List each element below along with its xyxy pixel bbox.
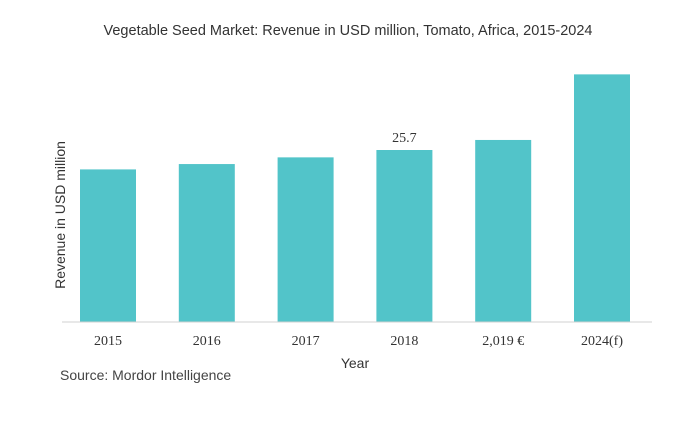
source-note: Source: Mordor Intelligence bbox=[60, 367, 231, 383]
x-tick-label: 2015 bbox=[94, 334, 122, 349]
bar-3 bbox=[376, 150, 433, 322]
bar-2 bbox=[277, 157, 334, 322]
x-axis-label: Year bbox=[341, 355, 370, 371]
data-label: 25.7 bbox=[392, 131, 417, 146]
bar-1 bbox=[178, 164, 235, 322]
x-tick-label: 2016 bbox=[193, 334, 221, 349]
y-axis-label: Revenue in USD million bbox=[52, 141, 68, 289]
x-tick-label: 2018 bbox=[390, 334, 418, 349]
bar-0 bbox=[80, 169, 136, 322]
x-tick-label: 2017 bbox=[292, 334, 320, 349]
bar-4 bbox=[475, 139, 532, 322]
chart-title: Vegetable Seed Market: Revenue in USD mi… bbox=[104, 23, 593, 39]
bar-5 bbox=[574, 74, 630, 323]
x-tick-label: 2024(f) bbox=[581, 334, 623, 349]
x-tick-label: 2,019 € bbox=[482, 334, 524, 349]
